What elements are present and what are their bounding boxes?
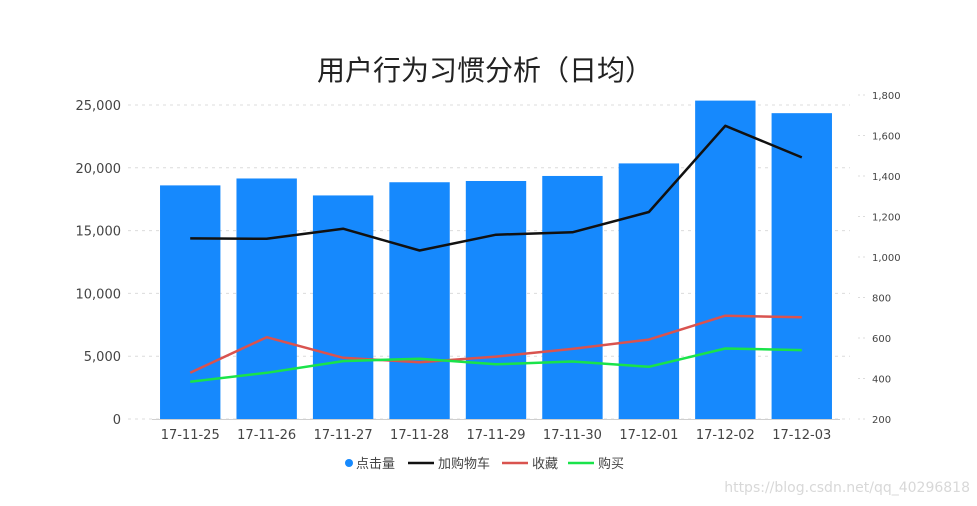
left-tick-label: 5,000 bbox=[84, 350, 121, 365]
right-tick-label: 1,600 bbox=[872, 132, 901, 143]
legend-bar-marker bbox=[345, 459, 353, 467]
legend-item-购买[interactable]: 购买 bbox=[568, 456, 624, 472]
bar-17-12-03[interactable] bbox=[771, 113, 832, 419]
bar-series bbox=[160, 100, 832, 419]
legend-item-clicks[interactable]: 点击量 bbox=[345, 457, 395, 472]
bar-17-11-27[interactable] bbox=[312, 195, 374, 419]
right-tick-label: 400 bbox=[872, 375, 891, 386]
legend-item-收藏[interactable]: 收藏 bbox=[502, 457, 558, 472]
right-tick-label: 600 bbox=[872, 334, 891, 345]
right-tick-label: 200 bbox=[872, 415, 891, 426]
bar-17-11-30[interactable] bbox=[542, 175, 603, 419]
x-tick-label: 17-11-30 bbox=[543, 428, 602, 443]
legend-item-加购物车[interactable]: 加购物车 bbox=[408, 456, 490, 472]
chart-title: 用户行为习惯分析（日均） bbox=[317, 54, 653, 87]
x-tick-label: 17-12-02 bbox=[696, 428, 755, 443]
x-tick-label: 17-12-03 bbox=[772, 428, 831, 443]
x-tick-label: 17-12-01 bbox=[619, 428, 678, 443]
watermark: https://blog.csdn.net/qq_40296818 bbox=[724, 480, 970, 496]
left-tick-label: 0 bbox=[113, 413, 121, 428]
left-tick-label: 15,000 bbox=[76, 225, 122, 240]
left-tick-label: 20,000 bbox=[76, 162, 122, 177]
x-tick-label: 17-11-29 bbox=[466, 428, 525, 443]
left-tick-label: 10,000 bbox=[76, 287, 122, 302]
right-y-axis: 200 400 600 800 1,000 1,200 1,400 1,600 1,800 bbox=[872, 91, 901, 426]
right-tick-label: 1,000 bbox=[872, 253, 901, 264]
legend-label: 点击量 bbox=[356, 457, 395, 472]
bar-17-12-02[interactable] bbox=[695, 100, 756, 419]
right-tick-label: 1,200 bbox=[872, 213, 901, 224]
bar-17-11-28[interactable] bbox=[389, 182, 450, 419]
bar-17-11-25[interactable] bbox=[160, 185, 221, 419]
left-y-axis: 0 5,000 10,000 15,000 20,000 25,000 bbox=[76, 99, 122, 428]
right-tick-label: 800 bbox=[872, 294, 891, 305]
bar-17-12-01[interactable] bbox=[618, 163, 680, 419]
x-tick-label: 17-11-27 bbox=[314, 428, 373, 443]
x-axis: 17-11-25 17-11-26 17-11-27 17-11-28 17-11-29… bbox=[152, 419, 840, 443]
right-tick-label: 1,800 bbox=[872, 91, 901, 102]
x-tick-label: 17-11-25 bbox=[161, 428, 220, 443]
legend-label: 购买 bbox=[598, 456, 624, 472]
line-series bbox=[189, 124, 803, 383]
bar-17-11-29[interactable] bbox=[465, 180, 527, 419]
line-加购物车[interactable] bbox=[190, 124, 803, 252]
legend-label: 收藏 bbox=[532, 457, 558, 472]
line-购买[interactable] bbox=[190, 347, 802, 383]
legend-label: 加购物车 bbox=[438, 456, 490, 472]
right-tick-label: 1,400 bbox=[872, 172, 901, 183]
line-收藏[interactable] bbox=[189, 314, 802, 374]
left-tick-label: 25,000 bbox=[76, 99, 122, 114]
legend[interactable]: 点击量 加购物车 收藏 购买 bbox=[345, 456, 624, 472]
x-tick-label: 17-11-28 bbox=[390, 428, 449, 443]
bar-17-11-26[interactable] bbox=[236, 178, 297, 419]
x-tick-label: 17-11-26 bbox=[237, 428, 296, 443]
